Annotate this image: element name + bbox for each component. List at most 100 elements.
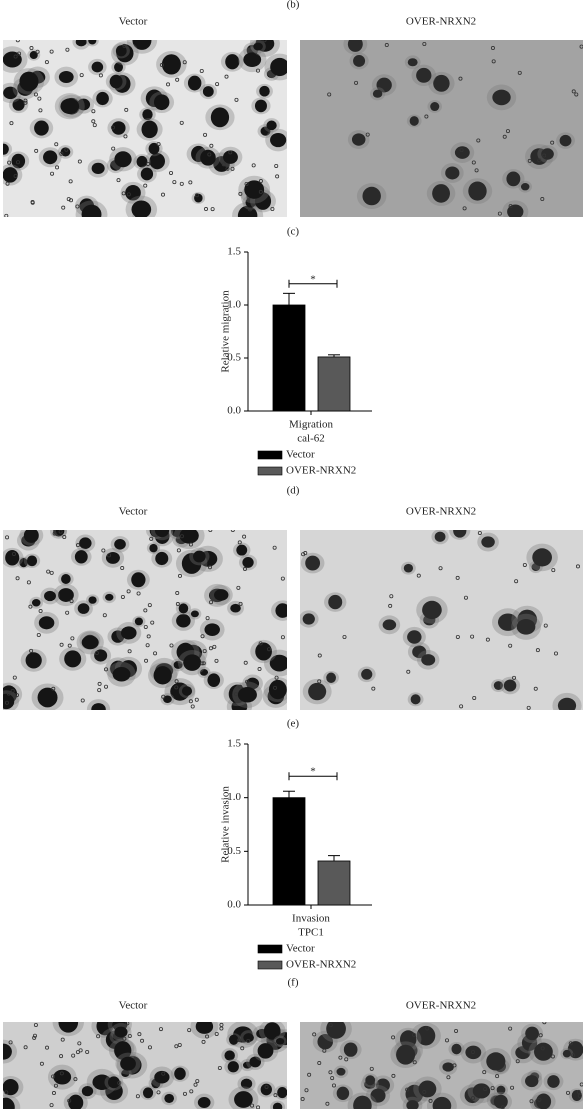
cell: [227, 1061, 239, 1073]
pore: [428, 1098, 433, 1103]
pore: [458, 76, 463, 81]
cell: [114, 62, 123, 73]
pore: [575, 564, 580, 569]
cell: [148, 142, 160, 155]
cell: [61, 574, 71, 584]
pore: [412, 1060, 417, 1065]
pore: [195, 1079, 200, 1084]
pore: [77, 1041, 82, 1046]
cell: [3, 693, 15, 710]
cell: [115, 45, 127, 57]
cell: [3, 86, 18, 100]
x-axis-label: cal-62: [297, 433, 324, 445]
pore: [325, 1101, 330, 1106]
pore: [51, 1091, 56, 1096]
cell: [181, 686, 193, 696]
pore: [4, 1090, 9, 1095]
pore: [579, 1082, 583, 1087]
pore: [472, 695, 477, 700]
cell: [214, 589, 229, 601]
pore: [7, 160, 12, 165]
legend-label: OVER-NRXN2: [286, 959, 356, 971]
micrograph: [3, 1022, 287, 1109]
pore: [143, 624, 148, 629]
panel-label: (c): [287, 226, 300, 238]
pore: [91, 119, 96, 124]
pore: [59, 1071, 64, 1076]
cell: [416, 67, 432, 83]
pore: [23, 98, 28, 103]
pore: [322, 1048, 327, 1053]
pore: [178, 573, 183, 578]
pore: [411, 1032, 416, 1037]
pore: [127, 649, 132, 654]
pore: [258, 641, 263, 646]
cell: [121, 1069, 130, 1078]
pore: [542, 153, 547, 158]
significance-label: *: [310, 273, 316, 285]
cell: [142, 109, 153, 121]
pore: [242, 567, 247, 572]
cell: [183, 654, 202, 671]
cell: [120, 626, 137, 640]
pore: [274, 163, 279, 168]
pore: [104, 667, 109, 672]
cell: [244, 180, 265, 199]
pore: [491, 59, 496, 64]
pore: [80, 698, 85, 703]
pore: [61, 205, 66, 210]
pore: [425, 1026, 430, 1031]
cell: [406, 1100, 419, 1109]
pore: [15, 40, 20, 43]
cell: [536, 1093, 552, 1109]
pore: [205, 1034, 210, 1039]
pore: [147, 1045, 152, 1050]
pore: [312, 1032, 317, 1037]
cell: [114, 1026, 128, 1038]
cell: [246, 677, 260, 690]
pore: [365, 132, 370, 137]
cell: [453, 530, 467, 538]
pore: [508, 643, 513, 648]
y-tick-label: 1.5: [227, 246, 241, 258]
cell: [193, 550, 206, 563]
pore: [199, 69, 204, 74]
pore: [237, 1038, 242, 1043]
pore: [143, 608, 148, 613]
micrograph: [3, 530, 287, 710]
pore: [455, 634, 460, 639]
pore: [8, 1040, 13, 1045]
pore: [182, 1091, 187, 1096]
pore: [462, 206, 467, 211]
pore: [234, 97, 239, 102]
cell: [237, 205, 258, 217]
cell: [317, 1034, 334, 1050]
pore: [217, 1065, 222, 1070]
pore: [256, 1105, 261, 1109]
cell: [302, 613, 315, 625]
cell: [343, 1042, 358, 1057]
pore: [75, 1050, 80, 1055]
cell: [131, 572, 146, 588]
pore: [35, 49, 40, 54]
pore: [406, 669, 411, 674]
bar: [272, 797, 306, 906]
cell: [275, 1037, 285, 1045]
cell: [253, 42, 263, 51]
cell: [142, 1087, 154, 1099]
pore: [273, 685, 278, 690]
micrograph: [300, 1022, 583, 1109]
pore: [189, 1089, 194, 1094]
pore: [70, 636, 75, 641]
pore: [517, 70, 522, 75]
pore: [69, 599, 74, 604]
pore: [59, 151, 64, 156]
cell: [433, 74, 450, 92]
pore: [508, 1026, 513, 1031]
pore: [257, 667, 262, 672]
pore: [221, 162, 226, 167]
cell: [269, 654, 287, 672]
pore: [104, 684, 109, 689]
pore: [92, 123, 97, 128]
pore: [244, 181, 249, 186]
